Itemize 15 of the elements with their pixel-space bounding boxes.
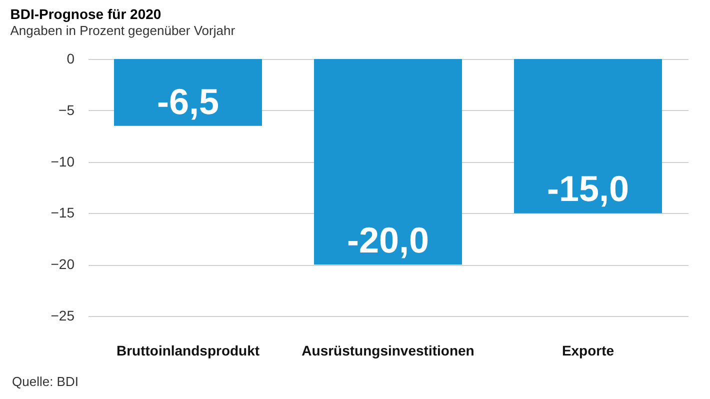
- x-tick-label: Exporte: [562, 342, 614, 358]
- y-tick-label: −5: [58, 102, 75, 118]
- data-label: -15,0: [546, 168, 630, 210]
- chart-title: BDI-Prognose für 2020: [10, 6, 162, 22]
- chart-subtitle: Angaben in Prozent gegenüber Vorjahr: [10, 23, 236, 38]
- y-tick-label: −10: [50, 153, 75, 170]
- data-label: -20,0: [346, 220, 430, 261]
- data-label: -6,5: [156, 80, 220, 122]
- y-tick-label: 0: [66, 50, 75, 66]
- x-tick-label: Bruttoinlandsprodukt: [116, 342, 260, 358]
- y-tick-label: −25: [50, 308, 75, 324]
- y-tick-label: −20: [50, 256, 75, 272]
- x-tick-label: Ausrüstungsinvestitionen: [302, 342, 474, 358]
- y-tick-label: −15: [50, 204, 75, 221]
- source-note: Quelle: BDI: [12, 374, 78, 389]
